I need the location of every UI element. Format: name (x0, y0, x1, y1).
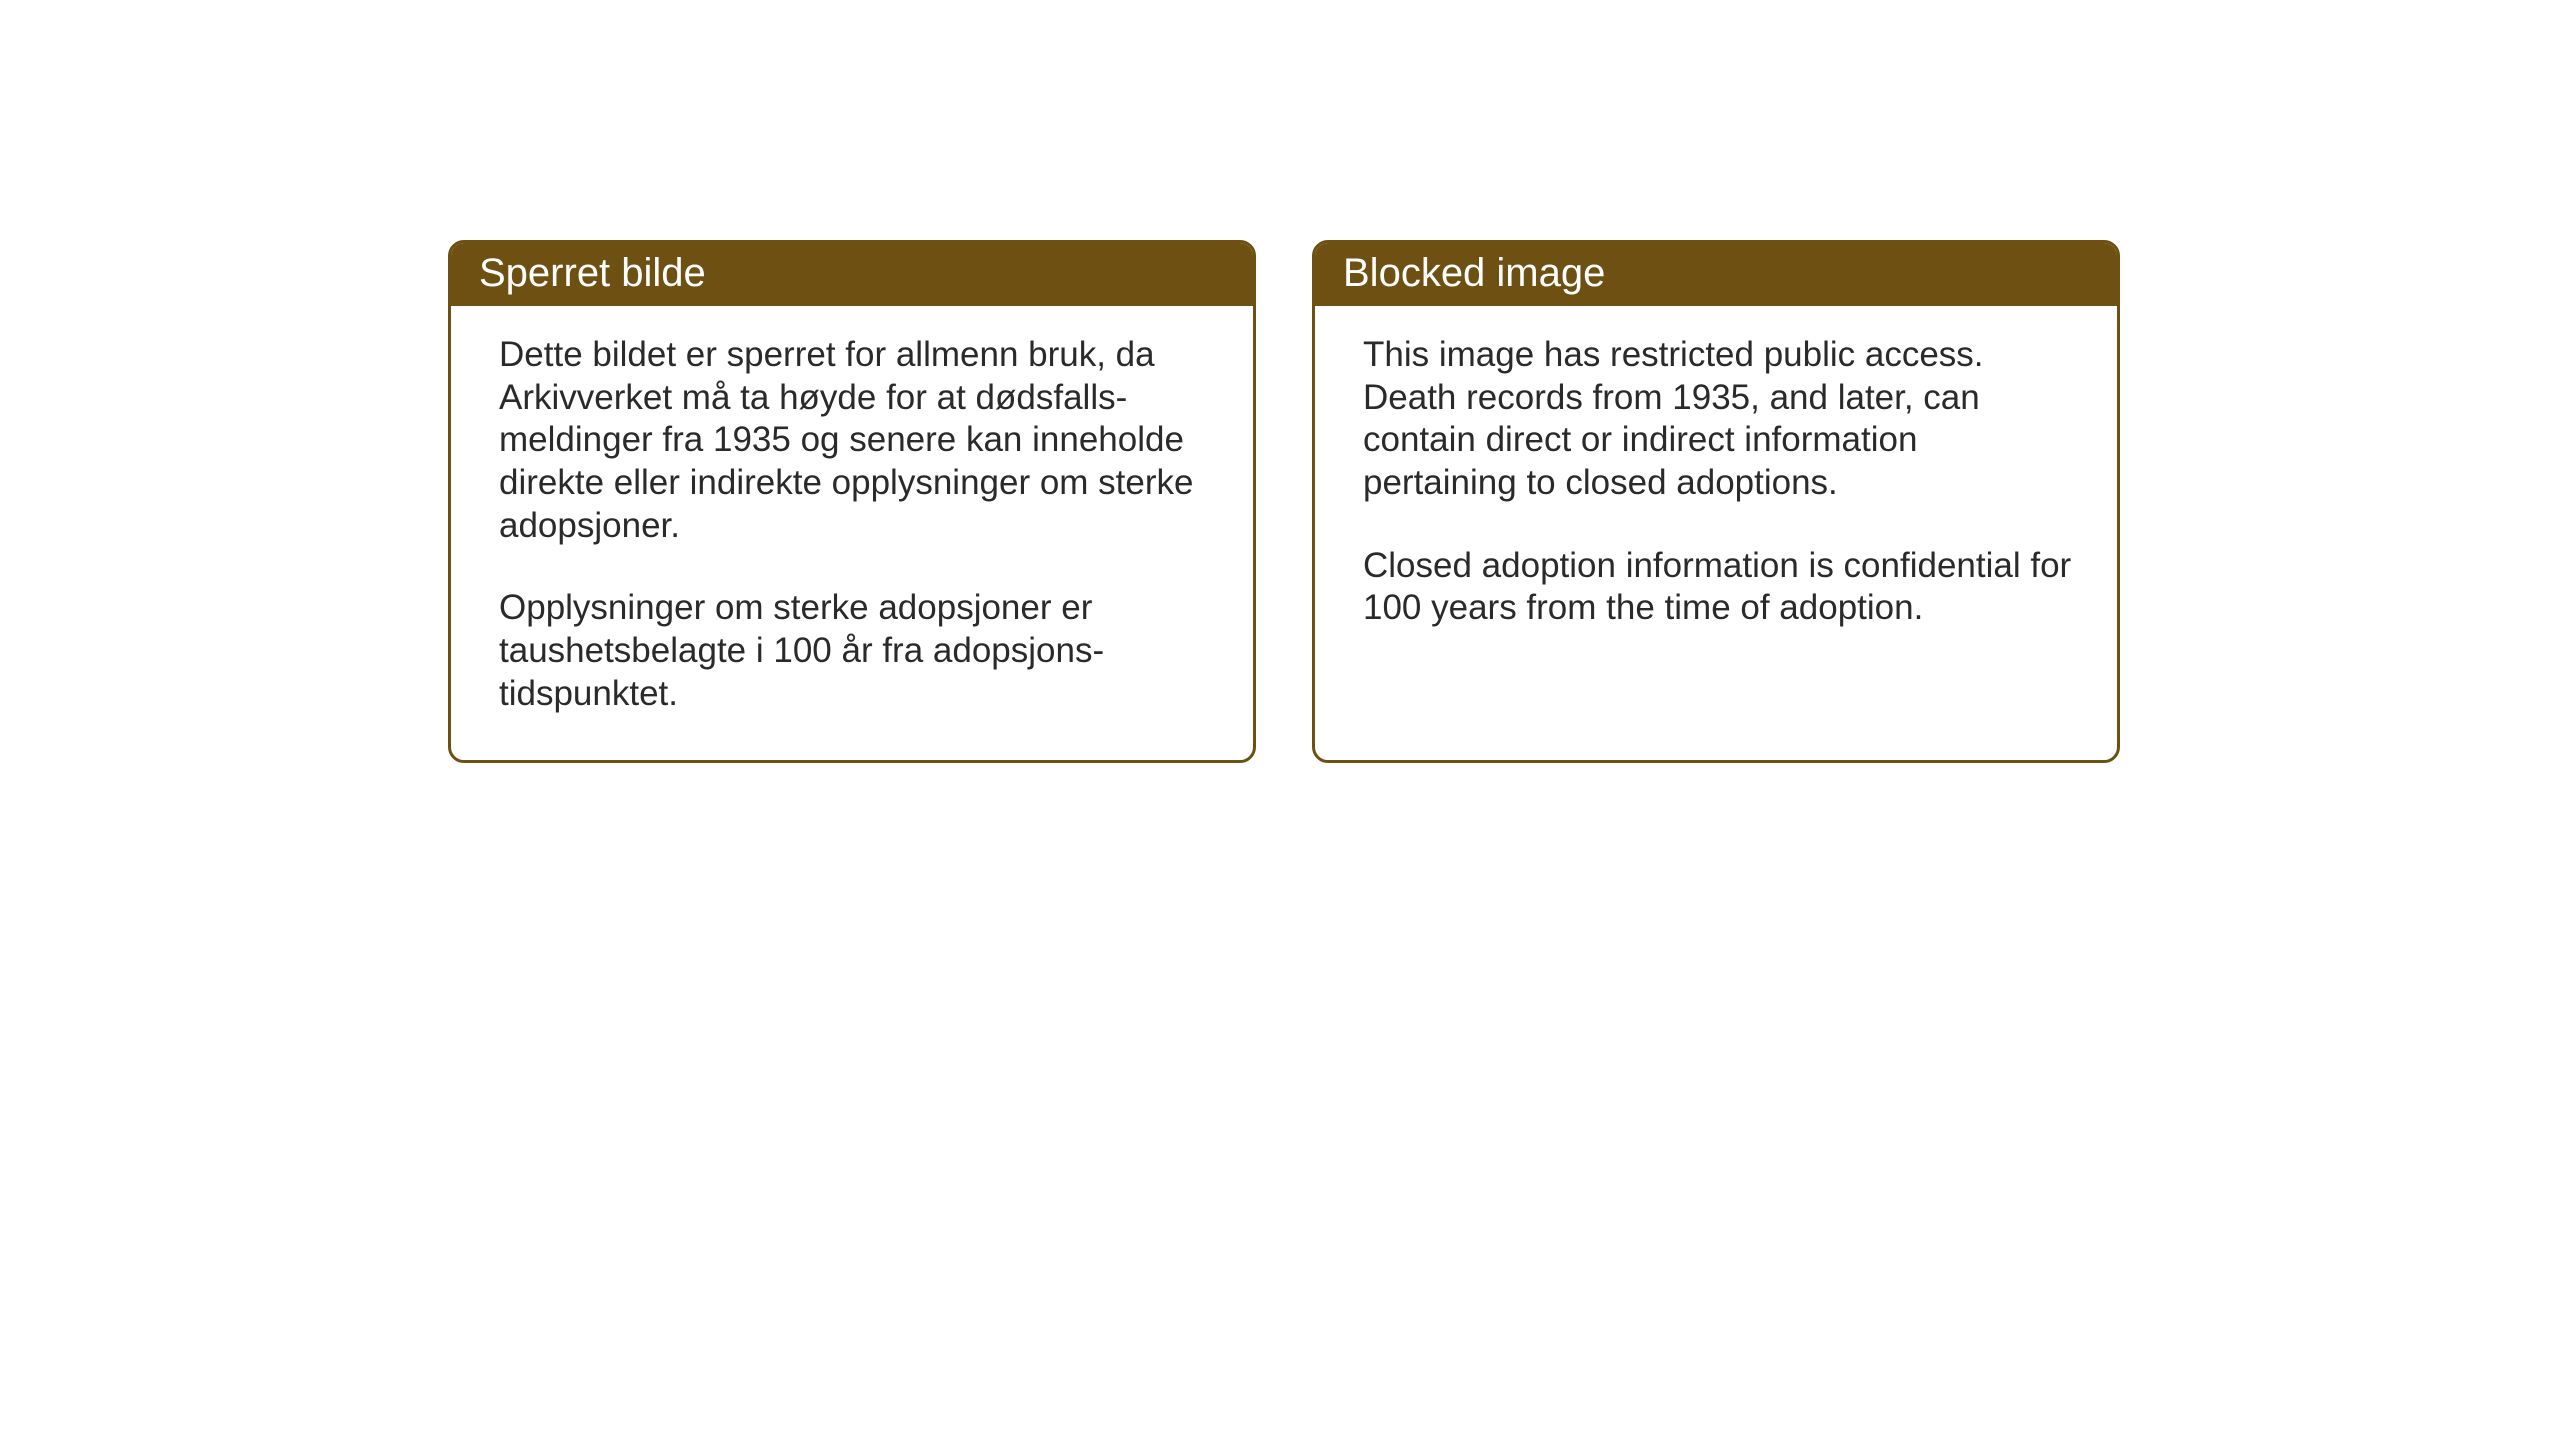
notice-paragraph-2-english: Closed adoption information is confident… (1363, 545, 2073, 630)
notice-paragraph-2-norwegian: Opplysninger om sterke adopsjoner er tau… (499, 587, 1209, 715)
notice-container: Sperret bilde Dette bildet er sperret fo… (448, 240, 2120, 763)
notice-box-norwegian: Sperret bilde Dette bildet er sperret fo… (448, 240, 1256, 763)
notice-paragraph-1-english: This image has restricted public access.… (1363, 334, 2073, 505)
notice-title-norwegian: Sperret bilde (479, 251, 706, 295)
notice-header-norwegian: Sperret bilde (451, 243, 1253, 306)
notice-header-english: Blocked image (1315, 243, 2117, 306)
notice-box-english: Blocked image This image has restricted … (1312, 240, 2120, 763)
notice-title-english: Blocked image (1343, 251, 1605, 295)
notice-body-norwegian: Dette bildet er sperret for allmenn bruk… (451, 306, 1253, 760)
notice-body-english: This image has restricted public access.… (1315, 306, 2117, 674)
notice-paragraph-1-norwegian: Dette bildet er sperret for allmenn bruk… (499, 334, 1209, 547)
